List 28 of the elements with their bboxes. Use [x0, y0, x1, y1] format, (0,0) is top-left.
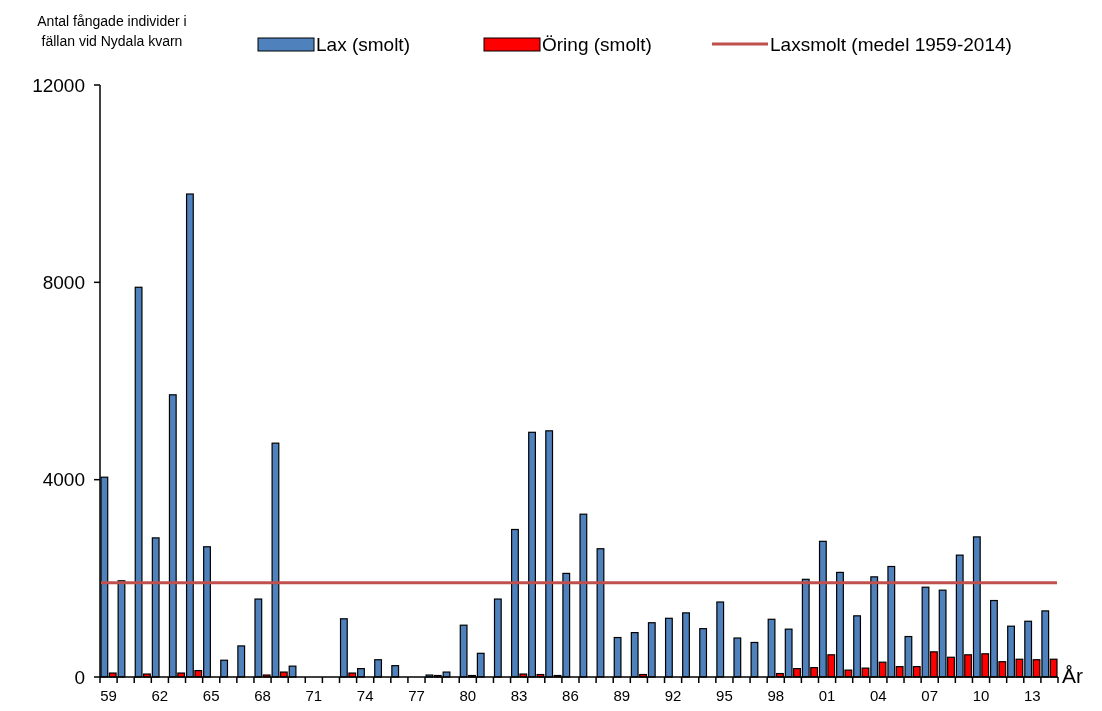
- x-tick-label: 92: [664, 687, 682, 704]
- x-tick-label: 04: [870, 687, 887, 704]
- x-tick-label: 77: [408, 687, 425, 704]
- x-tick-label: 83: [510, 687, 528, 704]
- x-tick-label: 10: [972, 687, 990, 704]
- x-tick-label: 89: [613, 687, 631, 704]
- y-tick-label: 4000: [42, 469, 85, 491]
- x-tick-label: 01: [818, 687, 836, 704]
- legend-label: Öring (smolt): [542, 34, 652, 55]
- x-tick-label: 86: [562, 687, 579, 704]
- x-tick-label: 13: [1024, 687, 1041, 704]
- y-tick-label: 0: [74, 666, 85, 688]
- x-tick-label: 07: [921, 687, 939, 704]
- x-tick-label: 80: [459, 687, 477, 704]
- x-tick-label: 98: [767, 687, 785, 704]
- y-tick-label: 8000: [42, 271, 85, 293]
- legend-label: Laxsmolt (medel 1959-2014): [770, 34, 1012, 55]
- x-tick-label: 71: [305, 687, 323, 704]
- x-tick-label: 59: [100, 687, 117, 704]
- x-axis-title: År: [1062, 664, 1084, 687]
- x-tick-label: 95: [716, 687, 733, 704]
- x-tick-label: 74: [356, 687, 374, 704]
- x-tick-label: 65: [202, 687, 220, 704]
- y-tick-label: 12000: [32, 74, 85, 96]
- x-tick-label: 62: [151, 687, 169, 704]
- x-tick-label: 68: [254, 687, 271, 704]
- legend-label: Lax (smolt): [316, 34, 410, 55]
- y-axis-title: Antal fångade individer i fällan vid Nydala kvarn: [37, 13, 187, 49]
